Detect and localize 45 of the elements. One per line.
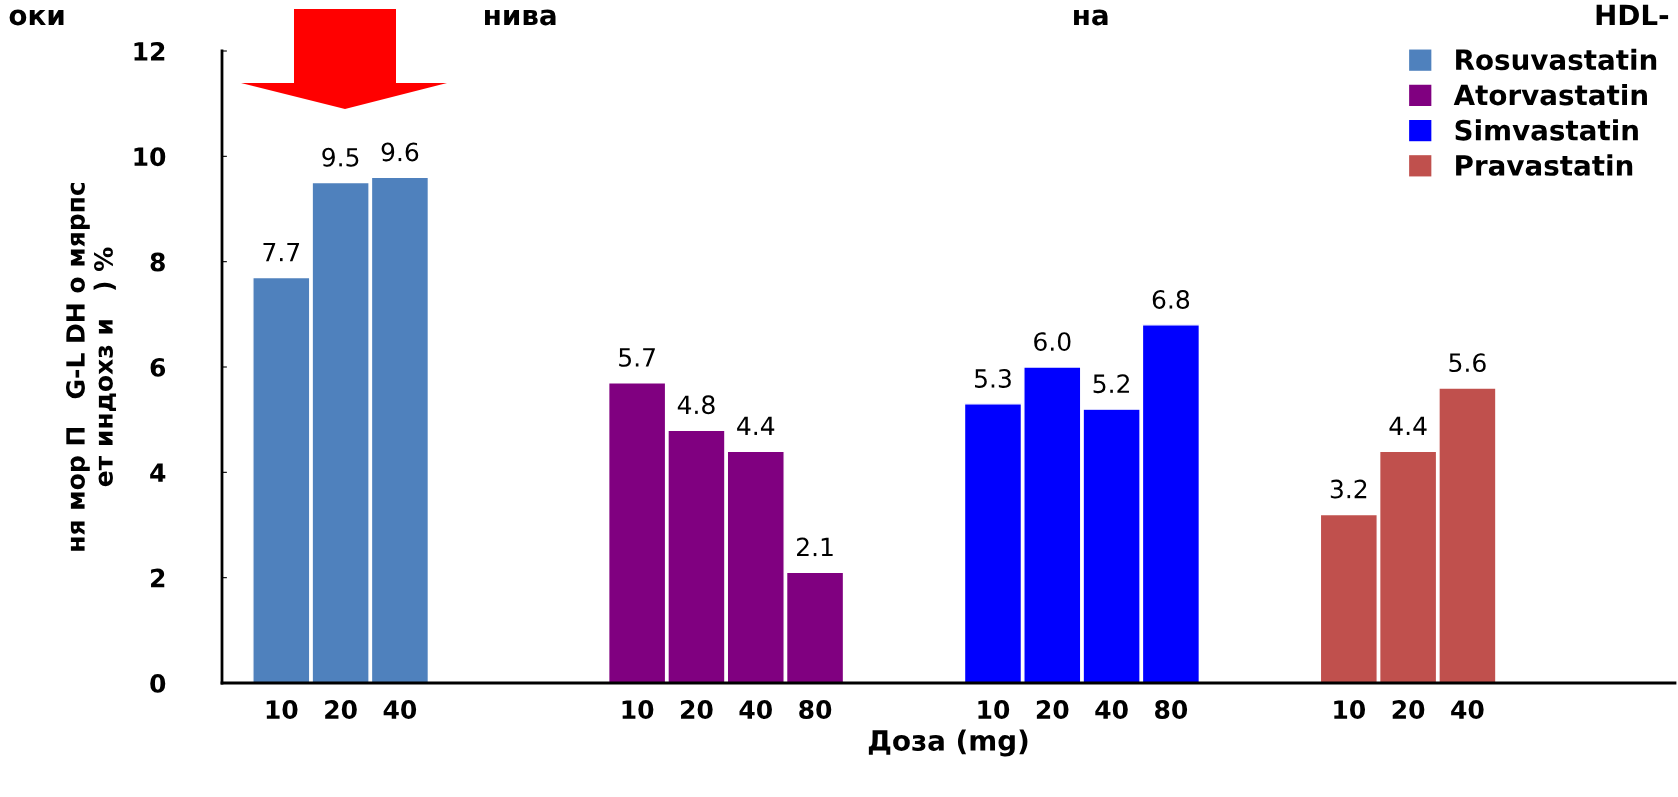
y-tick-label: 8 [150,252,165,272]
text: на [1074,9,1108,26]
data-label: 7.7 [263,242,300,262]
x-tick-label: 80 [1155,700,1188,720]
legend-label: Simvastatin [1455,119,1638,141]
data-label: 5.6 [1449,353,1486,373]
x-tick-label: 20 [681,700,713,720]
x-tick-label: 20 [325,700,357,720]
x-tick-label: 40 [383,700,417,720]
data-label: 5.7 [619,348,655,367]
y-tick-label: 0 [150,673,166,693]
y-tick-label: 2 [151,568,165,588]
data-label: 3.2 [1330,479,1367,499]
x-tick-label: 20 [1036,700,1069,720]
data-label: 5.2 [1093,374,1129,394]
data-label: 4.4 [737,416,775,435]
text: нива [485,9,556,26]
y-tick-label: 4 [150,463,166,482]
x-tick-label: 20 [1392,700,1425,720]
x-tick-label: 40 [739,700,772,720]
y-tick-label: 12 [134,41,165,61]
data-label: 6.0 [1034,332,1071,352]
legend-label: Pravastatin [1456,154,1633,176]
legend-label: Rosuvastatin [1456,48,1657,71]
data-label: 9.6 [381,142,419,162]
x-tick-label: 80 [799,700,832,720]
x-tick-label: 10 [1334,700,1366,720]
data-label: 5.3 [975,369,1011,388]
x-tick-label: 10 [978,700,1010,720]
legend-label: Atorvastatin [1453,83,1647,106]
x-tick-label: 40 [1451,700,1484,720]
x-tick-label: 10 [266,700,298,720]
text: оки [9,9,64,26]
data-label: 4.8 [677,395,715,415]
data-label: 4.4 [1389,416,1427,435]
data-label: 9.5 [322,147,359,167]
x-tick-label: 40 [1095,700,1128,720]
text: HDL- [1596,4,1669,26]
data-label: 2.1 [797,537,833,557]
y-tick-label: 6 [150,357,166,377]
y-tick-label: 10 [134,147,166,167]
x-axis-title: Доза (mg) [868,729,1028,757]
x-tick-label: 10 [622,700,654,720]
y-axis-title: ня мор П G-L DH o мярпс ет индохз и ) % [66,182,117,551]
data-label: 6.8 [1152,290,1190,309]
